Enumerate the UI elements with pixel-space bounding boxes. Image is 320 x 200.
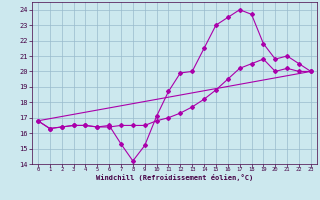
X-axis label: Windchill (Refroidissement éolien,°C): Windchill (Refroidissement éolien,°C) — [96, 174, 253, 181]
